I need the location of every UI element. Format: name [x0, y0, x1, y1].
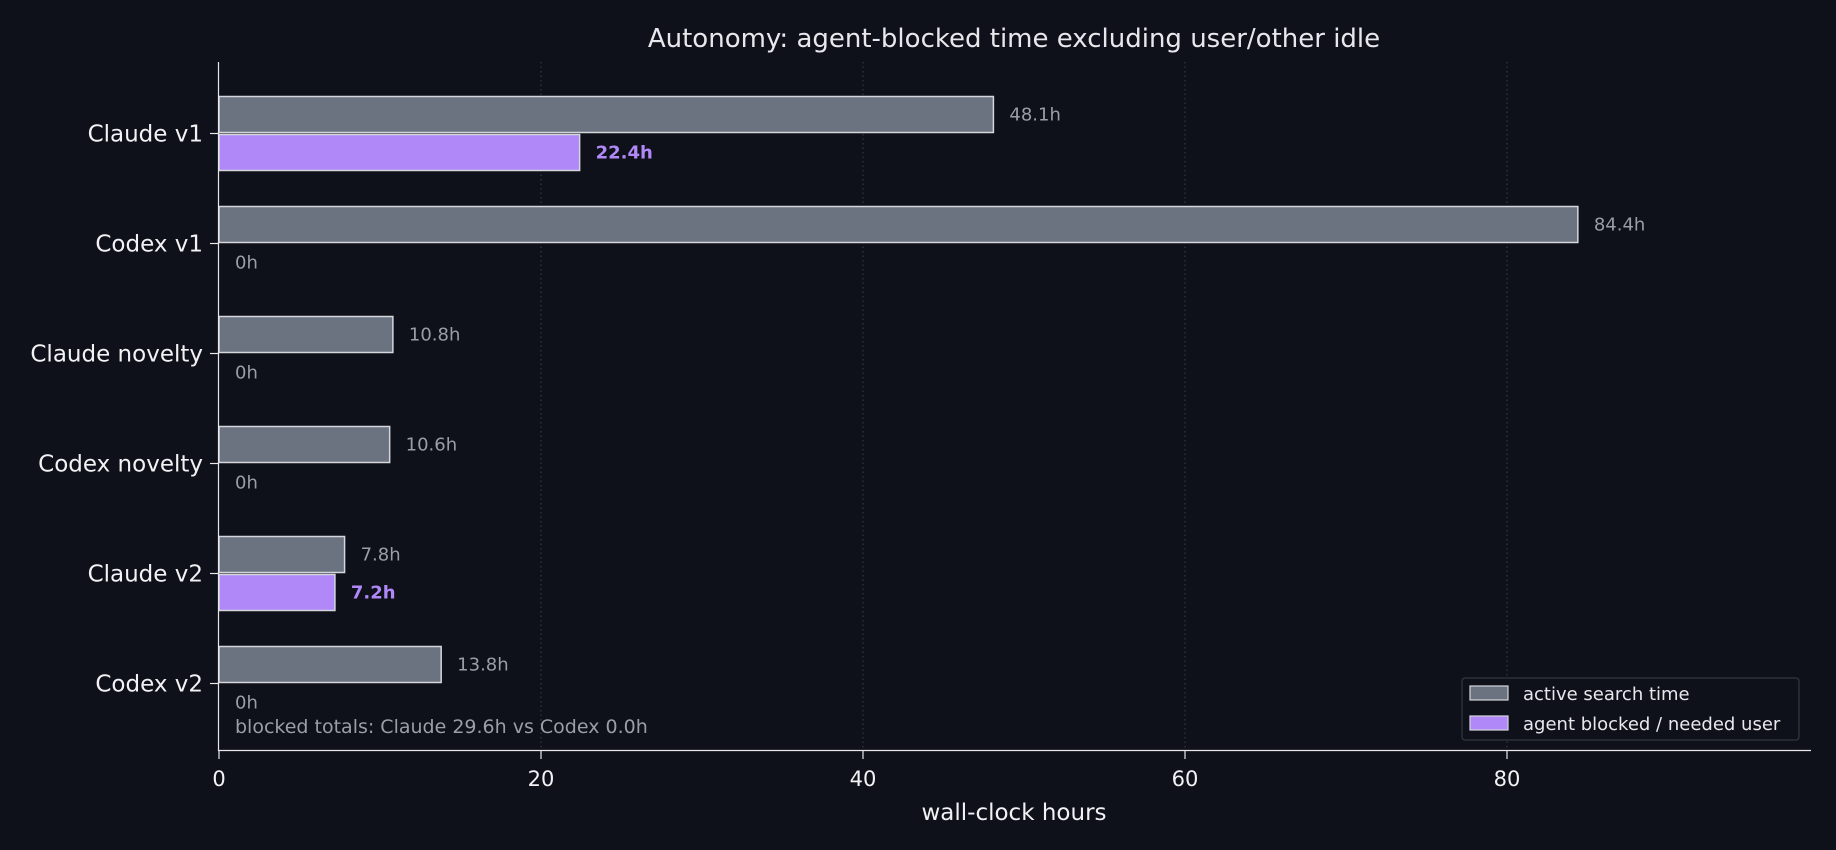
- active-bar-claude-novelty: [218, 315, 394, 354]
- category-label-codex-v1: Codex v1: [95, 232, 203, 258]
- blocked-value-label-claude-novelty: 0h: [235, 363, 258, 384]
- x-tick-label-60: 60: [1172, 767, 1199, 791]
- bars: [218, 95, 1579, 684]
- blocked-value-label-codex-novelty: 0h: [235, 473, 258, 494]
- blocked-totals-annotation: blocked totals: Claude 29.6h vs Codex 0.…: [235, 716, 648, 738]
- active-value-label-claude-v1: 48.1h: [1009, 105, 1060, 126]
- legend-swatch-blocked: [1469, 715, 1509, 731]
- category-label-claude-novelty: Claude novelty: [30, 342, 203, 368]
- blocked-value-label-codex-v2: 0h: [235, 693, 258, 714]
- x-axis-label: wall-clock hours: [921, 800, 1106, 826]
- active-value-label-claude-novelty: 10.8h: [409, 325, 461, 346]
- x-tick-label-20: 20: [528, 767, 555, 791]
- active-bar-claude-v1: [218, 95, 995, 134]
- active-bar-codex-v2: [218, 645, 442, 684]
- grid-lines: [540, 62, 1508, 750]
- category-label-codex-novelty: Codex novelty: [38, 452, 203, 478]
- blocked-bar-claude-v1: [218, 133, 581, 172]
- active-value-label-codex-v1: 84.4h: [1594, 215, 1646, 236]
- category-label-claude-v1: Claude v1: [88, 122, 203, 148]
- blocked-value-label-claude-v1: 22.4h: [596, 143, 653, 164]
- legend-box: [1461, 677, 1800, 741]
- active-bar-codex-v1: [218, 205, 1579, 244]
- category-label-claude-v2: Claude v2: [88, 562, 203, 588]
- legend-label-active: active search time: [1523, 684, 1690, 705]
- blocked-value-label-codex-v1: 0h: [235, 253, 258, 274]
- active-value-label-claude-v2: 7.8h: [361, 545, 401, 566]
- legend-swatch-active: [1469, 685, 1509, 701]
- x-tick-label-0: 0: [212, 767, 225, 791]
- axes: [210, 62, 1811, 759]
- legend-label-blocked: agent blocked / needed user: [1523, 714, 1781, 735]
- chart-title: Autonomy: agent-blocked time excluding u…: [648, 24, 1380, 54]
- active-value-label-codex-v2: 13.8h: [457, 655, 509, 676]
- category-label-codex-v2: Codex v2: [95, 672, 203, 698]
- labels: 0 20 40 60 80 Claude v1 48.1h 22.4h Codex v1 84.4…: [30, 105, 1645, 792]
- blocked-value-label-claude-v2: 7.2h: [351, 583, 396, 604]
- x-tick-label-40: 40: [850, 767, 877, 791]
- active-bar-claude-v2: [218, 535, 346, 574]
- active-bar-codex-novelty: [218, 425, 391, 464]
- legend: active search time agent blocked / neede…: [1461, 677, 1800, 741]
- x-tick-label-80: 80: [1494, 767, 1521, 791]
- active-value-label-codex-novelty: 10.6h: [406, 435, 458, 456]
- blocked-bar-claude-v2: [218, 573, 336, 612]
